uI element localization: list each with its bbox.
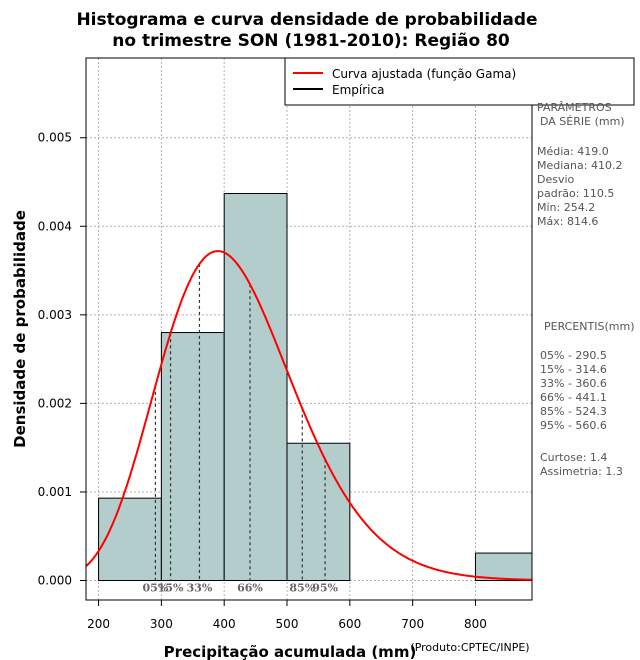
percentil-line: 15% - 314.6 (540, 363, 607, 376)
percentile-label: 05% (143, 582, 169, 595)
chart-title-line1: Histograma e curva densidade de probabil… (76, 10, 537, 30)
x-axis-label: Precipitação acumulada (mm) (164, 643, 417, 660)
histogram-bar (474, 552, 533, 582)
percentil-line: 33% - 360.6 (540, 377, 607, 390)
legend: Curva ajustada (função Gama) Empírica (284, 57, 635, 106)
y-tick-label: 0.003 (38, 308, 72, 322)
y-tick-label: 0.002 (38, 396, 72, 410)
gamma-curve-layer (85, 250, 532, 581)
y-tick-label: 0.004 (38, 219, 72, 233)
param-line: Mediana: 410.2 (537, 159, 622, 172)
histogram-bar (160, 332, 225, 582)
x-tick-label: 500 (276, 617, 299, 631)
x-tick-label: 600 (338, 617, 361, 631)
percentile-label: 95% (312, 582, 338, 595)
percentile-label: 15% (158, 582, 184, 595)
percentil-line: 66% - 441.1 (540, 391, 607, 404)
histogram-bar (286, 442, 351, 582)
percentile-markers: 05%15% 33% 66% 85%95% (143, 263, 339, 595)
y-tick-label: 0.005 (38, 131, 72, 145)
x-tick-label: 200 (87, 617, 110, 631)
legend-label-fit: Curva ajustada (função Gama) (332, 67, 516, 81)
param-line: Média: 419.0 (537, 145, 609, 158)
percentil-line: 85% - 524.3 (540, 405, 607, 418)
stat-line: Curtose: 1.4 (540, 451, 607, 464)
x-tick-label: 300 (150, 617, 173, 631)
params-title-1: PARÂMETROS (537, 101, 612, 114)
percentis-title: PERCENTIS(mm) (544, 320, 635, 333)
x-tick-label: 400 (213, 617, 236, 631)
side-panel-parameters: PARÂMETROS DA SÉRIE (mm) Média: 419.0 Me… (537, 101, 625, 228)
param-line: Desvio (537, 173, 575, 186)
legend-label-empirical: Empírica (332, 83, 384, 97)
param-line: padrão: 110.5 (537, 187, 614, 200)
param-line: Máx: 814.6 (537, 215, 598, 228)
x-tick-label: 700 (401, 617, 424, 631)
x-tick-label: 800 (464, 617, 487, 631)
percentil-line: 95% - 560.6 (540, 419, 607, 432)
gamma-fit-curve (85, 250, 532, 581)
chart-title-line2: no trimestre SON (1981-2010): Região 80 (112, 31, 510, 51)
percentile-label: 33% (187, 582, 213, 595)
stat-line: Assimetria: 1.3 (540, 465, 623, 478)
legend-box (284, 57, 635, 106)
percentil-line: 05% - 290.5 (540, 349, 607, 362)
histogram-bars (98, 193, 533, 582)
product-credit: (Produto:CPTEC/INPE) (410, 641, 529, 654)
y-axis: 0.000 0.001 0.002 0.003 0.004 0.005 (38, 131, 86, 588)
percentile-label: 66% (237, 582, 263, 595)
y-tick-label: 0.000 (38, 574, 72, 588)
percentile-label: 85% (289, 582, 315, 595)
param-line: Mín: 254.2 (537, 201, 595, 214)
x-axis: 200 300 400 500 600 700 800 (87, 600, 487, 631)
histogram-bar (223, 193, 288, 582)
y-axis-label: Densidade de probabilidade (11, 210, 29, 448)
side-panel-percentis: PERCENTIS(mm) 05% - 290.5 15% - 314.6 33… (540, 320, 635, 478)
histogram-bar (98, 497, 162, 582)
params-title-2: DA SÉRIE (mm) (540, 115, 625, 128)
y-tick-label: 0.001 (38, 485, 72, 499)
